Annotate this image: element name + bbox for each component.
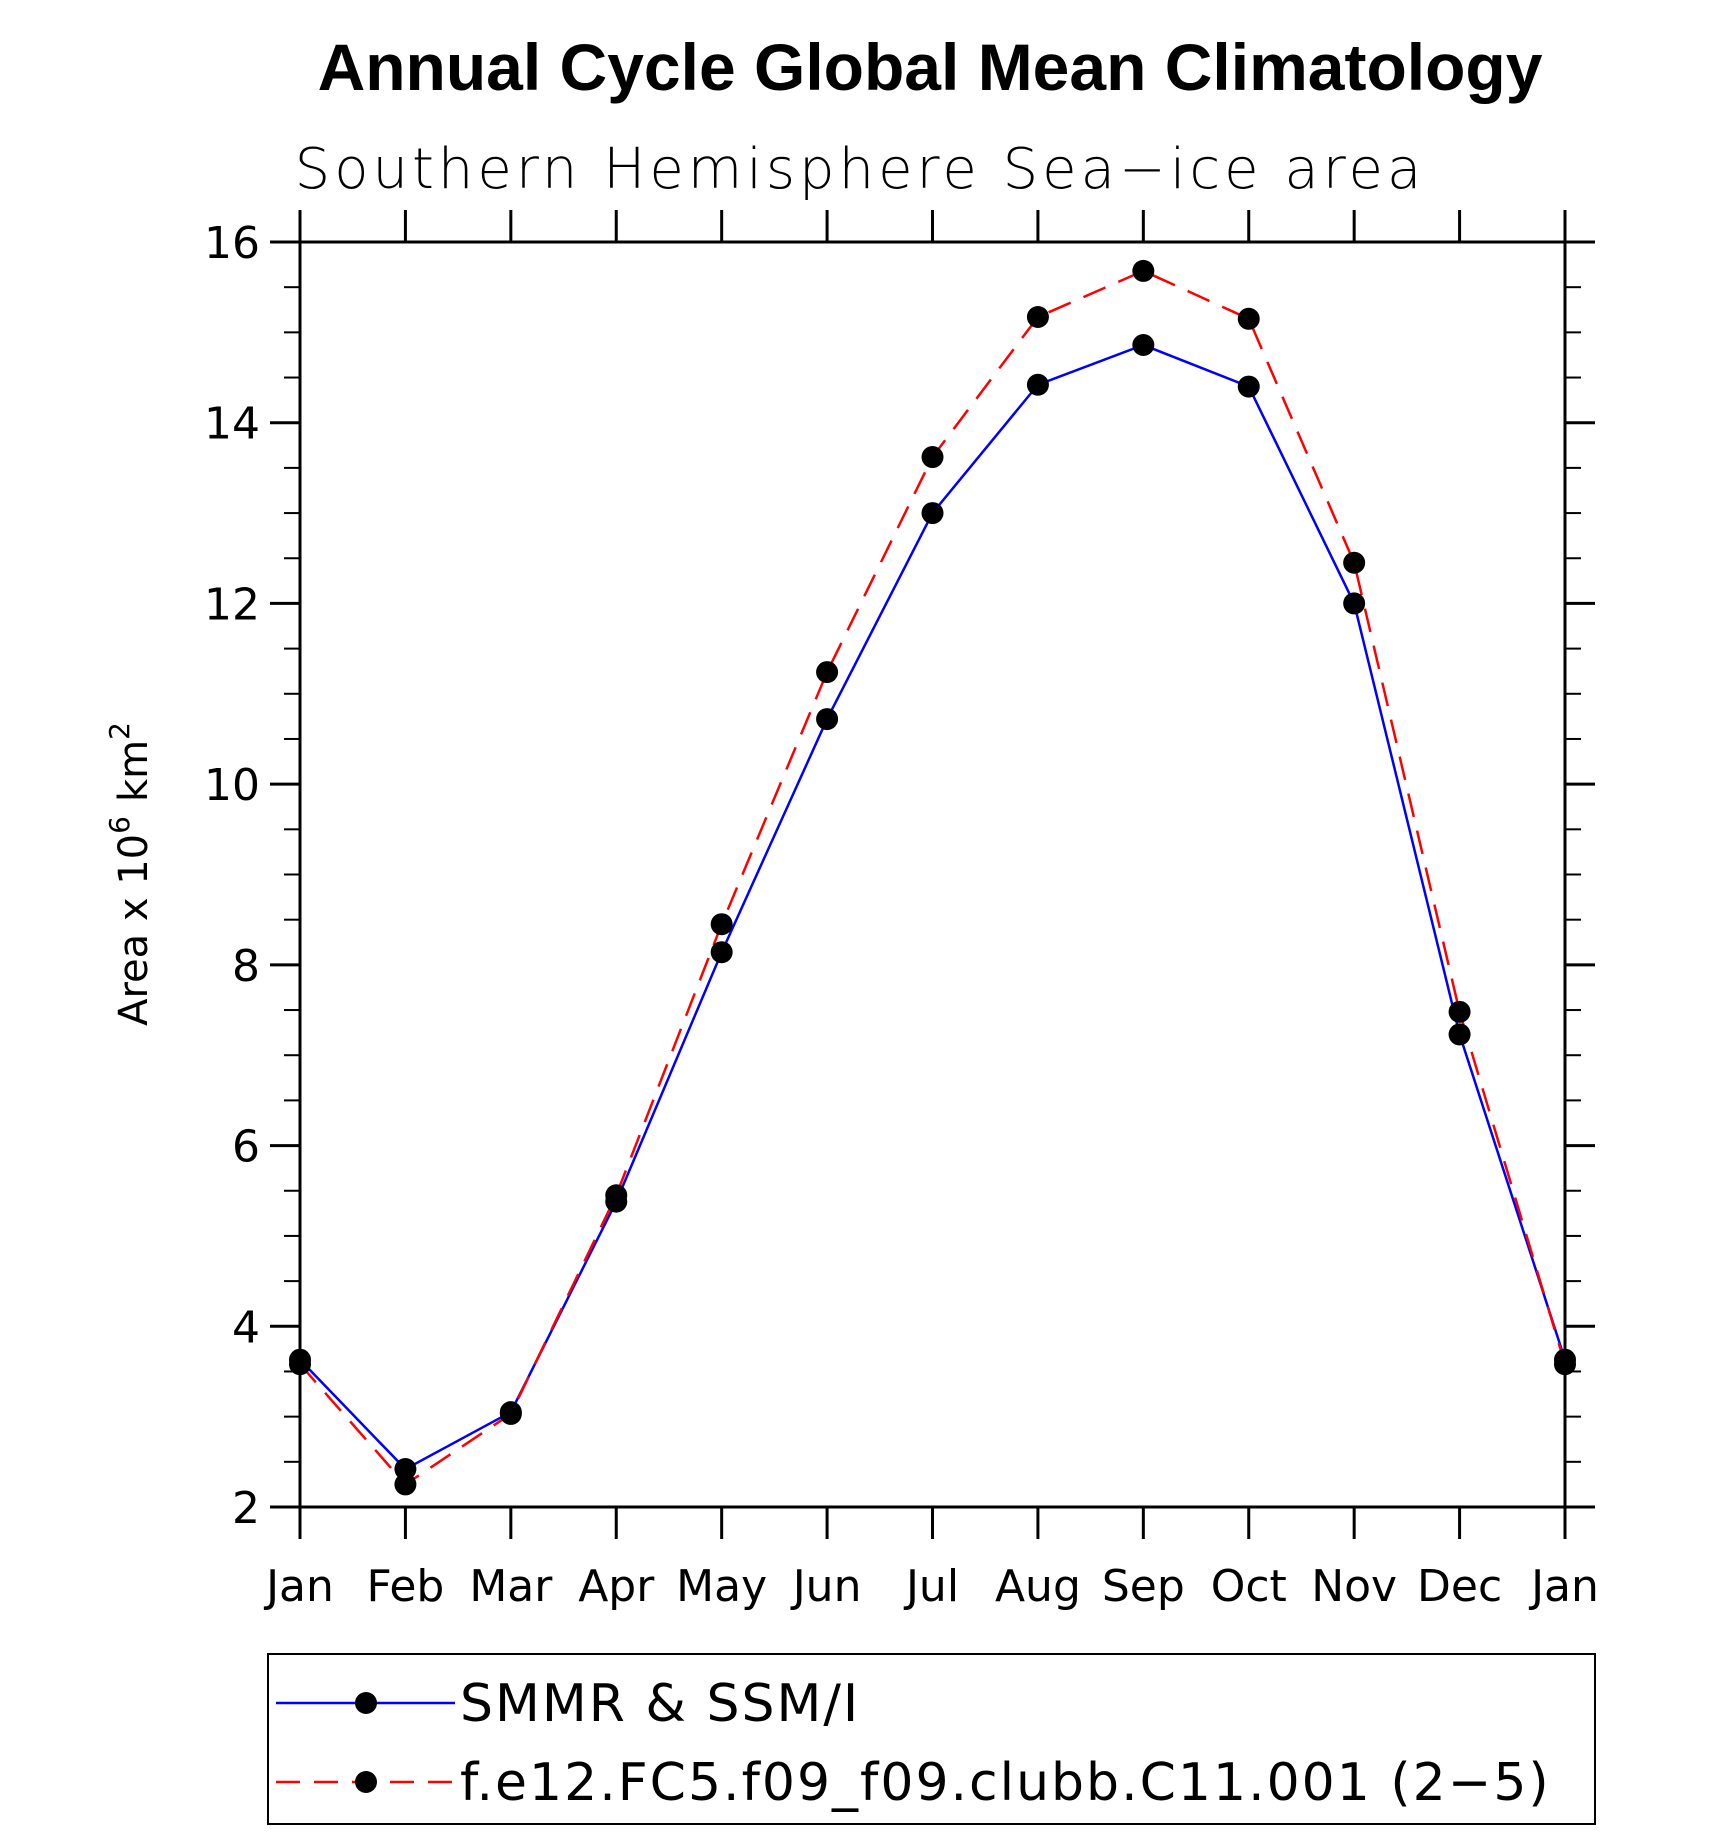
y-tick-label: 10 [204, 760, 260, 811]
y-axis-label-unit-exponent: 2 [103, 722, 136, 740]
legend: SMMR & SSM/I f.e12.FC5.f09_f09.clubb.C11.… [267, 1653, 1596, 1825]
y-axis-label-exponent: 6 [103, 816, 136, 834]
x-tick-label: Sep [1102, 1561, 1185, 1612]
data-point-series-1 [1448, 1023, 1471, 1046]
chart-title: Annual Cycle Global Mean Climatology [318, 30, 1543, 104]
y-tick-label: 8 [232, 941, 260, 992]
y-tick-labels: 2 4 6 8 10 12 14 16 [204, 218, 260, 1534]
x-tick-label: Oct [1211, 1561, 1287, 1612]
legend-label-2: f.e12.FC5.f09_f09.clubb.C11.001 (2−5) [460, 1753, 1551, 1813]
data-point-series-1 [1343, 592, 1366, 615]
data-point-series-2 [1448, 1000, 1471, 1023]
x-tick-label: Jan [1528, 1561, 1599, 1612]
data-point-series-1 [394, 1458, 417, 1481]
y-tick-label: 2 [232, 1483, 260, 1534]
chart-subtitle: Southern Hemisphere Sea−ice area [295, 137, 1426, 202]
x-tick-label: Aug [995, 1561, 1081, 1612]
legend-marker-1 [355, 1692, 377, 1714]
y-tick-label: 6 [232, 1122, 260, 1173]
data-point-series-1 [1132, 334, 1155, 357]
y-tick-label: 12 [204, 579, 260, 630]
y-axis-label-prefix: Area x 10 [111, 834, 157, 1026]
data-point-series-2 [1132, 259, 1155, 282]
axis-ticks [270, 210, 1595, 1539]
data-point-series-1 [1026, 373, 1049, 396]
data-point-series-2 [605, 1184, 628, 1207]
data-point-series-2 [289, 1353, 311, 1376]
data-point-series-1 [710, 941, 733, 964]
data-point-series-2 [1554, 1353, 1576, 1376]
data-point-series-2 [1237, 307, 1260, 330]
x-tick-label: Jul [903, 1561, 959, 1612]
x-tick-label: May [676, 1561, 767, 1612]
x-tick-label: Apr [578, 1561, 655, 1612]
x-tick-labels: Jan Feb Mar Apr May Jun Jul Aug Sep Oct Nov Dec Jan [263, 1561, 1599, 1612]
y-axis-label: Area x 106 km2 [103, 722, 157, 1026]
x-tick-label: Jun [790, 1561, 862, 1612]
data-point-series-1 [1237, 375, 1260, 398]
data-point-series-2 [1026, 305, 1049, 328]
data-point-series-2 [499, 1402, 522, 1425]
x-tick-label: Feb [366, 1561, 444, 1612]
y-axis-label-unit: km [111, 740, 157, 802]
y-tick-label: 16 [204, 218, 260, 269]
y-tick-label: 14 [204, 399, 260, 450]
data-point-series-2 [816, 661, 839, 684]
legend-marker-2 [355, 1771, 377, 1793]
y-tick-label: 4 [232, 1302, 260, 1353]
plot-frame [298, 240, 1567, 1509]
x-tick-label: Jan [263, 1561, 334, 1612]
legend-label-1: SMMR & SSM/I [460, 1674, 860, 1734]
series-markers [289, 259, 1576, 1496]
data-point-series-1 [921, 502, 944, 525]
x-tick-label: Dec [1417, 1561, 1502, 1612]
data-point-series-2 [1343, 551, 1366, 574]
x-tick-label: Nov [1311, 1561, 1397, 1612]
data-point-series-2 [921, 446, 944, 469]
data-point-series-2 [394, 1473, 417, 1496]
x-tick-label: Mar [469, 1561, 553, 1612]
data-point-series-2 [710, 913, 733, 936]
data-point-series-1 [816, 708, 839, 731]
legend-box [267, 1653, 1596, 1825]
legend-entries: SMMR & SSM/I f.e12.FC5.f09_f09.clubb.C11.… [276, 1674, 1551, 1813]
